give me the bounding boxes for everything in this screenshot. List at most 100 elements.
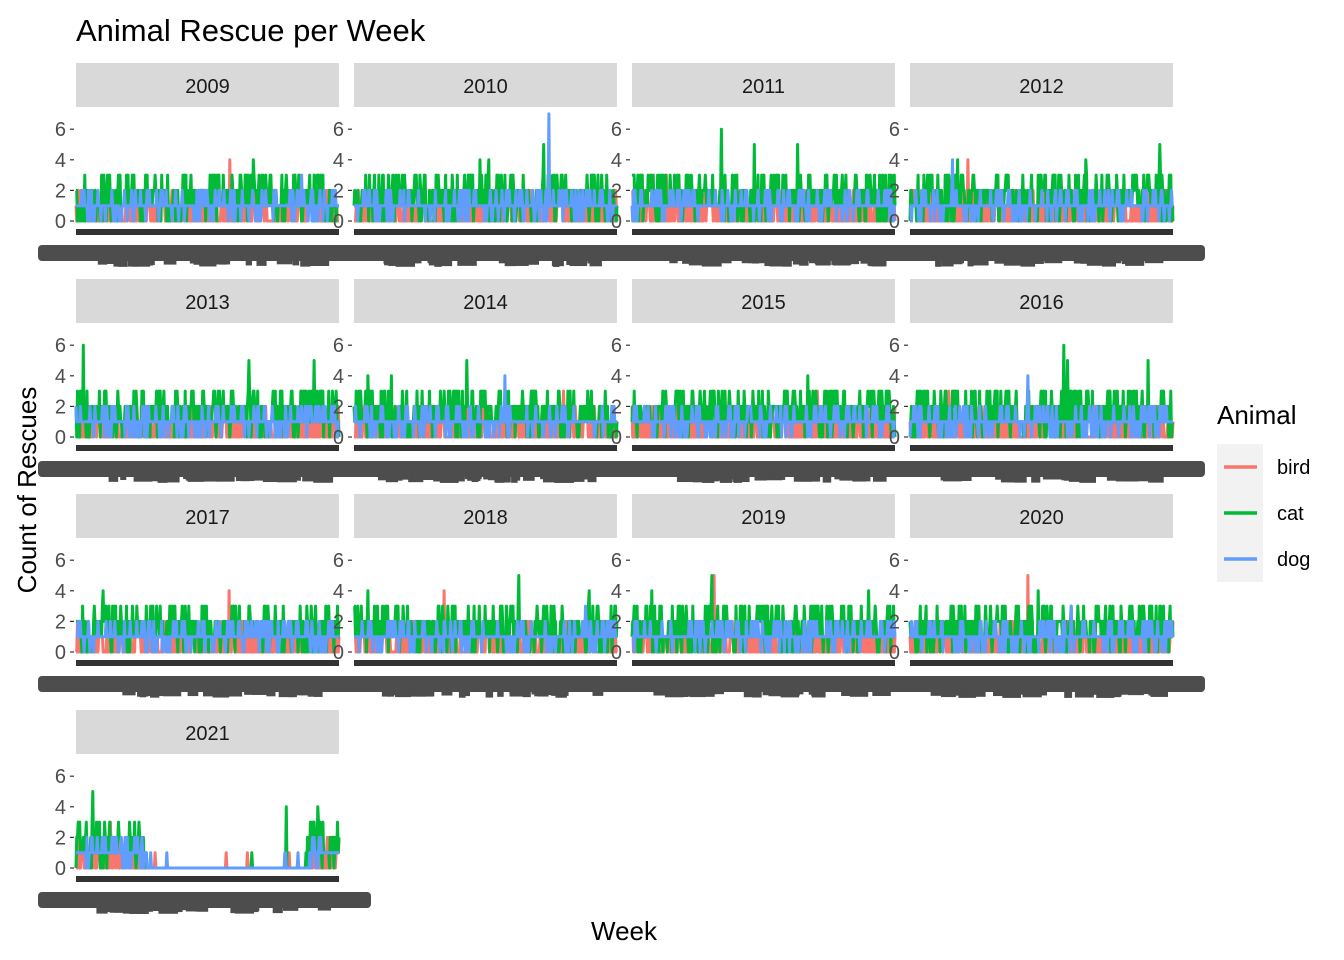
x-tick-label-fragment	[662, 691, 681, 695]
x-tick-label-fragment	[822, 476, 832, 483]
y-tick-label: 2	[55, 396, 66, 418]
x-tick-label-band	[872, 676, 1205, 692]
facet-panel-2011: 2011 0 2 4 6	[594, 63, 927, 267]
facet-label: 2010	[463, 76, 508, 98]
y-tick-label: 0	[889, 211, 900, 233]
x-tick-label-fragment	[741, 260, 751, 264]
y-tick-label: 4	[55, 366, 66, 388]
x-tick-label-fragment	[240, 476, 250, 482]
facet-panel-2014: 2014 0 2 4 6	[316, 279, 649, 483]
x-tick-label-fragment	[839, 476, 859, 481]
x-tick-label-fragment	[187, 691, 199, 697]
x-tick-label-fragment	[497, 691, 504, 697]
x-tick-label-fragment	[702, 476, 715, 483]
y-tick-label: 6	[611, 550, 622, 572]
x-tick-label-fragment	[434, 260, 442, 267]
x-tick-label-fragment	[681, 476, 698, 483]
x-tick-label-fragment	[567, 476, 585, 482]
facet-strip	[910, 279, 1173, 323]
x-tick-label-fragment	[792, 260, 805, 265]
facet-strip	[354, 279, 617, 323]
x-tick-label-fragment	[177, 907, 190, 911]
x-tick-label-fragment	[512, 476, 521, 481]
x-tick-label-fragment	[522, 691, 531, 698]
x-tick-label-fragment	[1003, 260, 1021, 266]
legend-items: bird cat dog	[1224, 457, 1310, 571]
x-tick-label-fragment	[234, 907, 255, 914]
x-tick-label-fragment	[266, 691, 276, 697]
x-tick-label-fragment	[203, 691, 216, 697]
x-tick-label-fragment	[832, 260, 851, 266]
y-tick-label: 2	[611, 396, 622, 418]
x-tick-label-fragment	[560, 691, 567, 696]
x-tick-label-fragment	[212, 476, 221, 482]
y-tick-label: 0	[333, 427, 344, 449]
x-tick-label-fragment	[852, 476, 866, 482]
facet-panel-2020: 2020 0 2 4 6	[872, 494, 1205, 698]
x-tick-label-fragment	[653, 691, 672, 696]
x-tick-label-fragment	[943, 476, 962, 482]
y-tick-label: 6	[333, 550, 344, 572]
facet-strip	[354, 494, 617, 538]
x-tick-label-fragment	[384, 260, 404, 266]
x-tick-label-fragment	[133, 476, 153, 482]
x-tick-label-fragment	[245, 260, 252, 266]
y-tick-label: 0	[333, 211, 344, 233]
x-tick-label-fragment	[485, 691, 494, 698]
x-tick-label-band	[594, 676, 927, 692]
x-tick-label-fragment	[1125, 260, 1145, 266]
facet-label: 2020	[1019, 507, 1064, 529]
y-tick-label: 4	[55, 797, 66, 819]
x-tick-label-fragment	[1150, 691, 1168, 697]
x-tick-label-fragment	[834, 476, 843, 480]
x-tick-label-fragment	[735, 476, 742, 481]
y-tick-label: 4	[889, 150, 900, 172]
x-axis-ticks	[76, 229, 339, 235]
x-axis-ticks	[632, 229, 895, 235]
series-line-dog	[909, 604, 1174, 654]
series-line-dog	[353, 374, 618, 439]
legend-label-dog: dog	[1277, 549, 1310, 571]
x-tick-label-fragment	[306, 260, 323, 267]
legend-label-bird: bird	[1277, 457, 1310, 479]
facet-label: 2009	[185, 76, 230, 98]
x-tick-label-fragment	[300, 691, 319, 696]
series-line-dog	[631, 404, 896, 439]
y-tick-label: 2	[55, 611, 66, 633]
legend: Animal bird cat dog	[1217, 400, 1310, 582]
x-tick-label-fragment	[587, 260, 596, 264]
x-tick-label-fragment	[276, 260, 293, 265]
x-tick-label-fragment	[217, 476, 234, 480]
x-tick-label-fragment	[849, 691, 869, 697]
x-tick-label-fragment	[102, 260, 116, 265]
x-tick-label-fragment	[132, 260, 151, 267]
series-line-dog	[353, 112, 618, 223]
x-tick-label-fragment	[551, 260, 564, 267]
facet-label: 2012	[1019, 76, 1064, 98]
x-tick-label-band	[594, 461, 927, 477]
x-tick-label-fragment	[163, 260, 177, 265]
x-tick-label-fragment	[754, 476, 767, 481]
x-tick-label-fragment	[503, 476, 511, 483]
legend-label-cat: cat	[1277, 503, 1304, 525]
x-tick-label-fragment	[427, 260, 446, 264]
x-tick-label-fragment	[566, 260, 580, 265]
facet-panel-2018: 2018 0 2 4 6	[316, 494, 649, 698]
x-axis-ticks	[76, 445, 339, 451]
x-tick-label-fragment	[105, 907, 119, 913]
x-tick-label-fragment	[931, 691, 943, 695]
x-tick-label-fragment	[1079, 476, 1096, 483]
facet-label: 2013	[185, 292, 230, 314]
x-tick-label-fragment	[122, 691, 136, 696]
x-tick-label-fragment	[773, 476, 780, 480]
series-line-dog	[75, 173, 340, 223]
x-tick-label-fragment	[142, 907, 161, 912]
x-tick-label-fragment	[524, 260, 539, 265]
x-tick-label-fragment	[872, 691, 891, 697]
x-tick-label-fragment	[811, 691, 826, 698]
y-tick-label: 2	[889, 396, 900, 418]
x-tick-label-fragment	[1132, 476, 1149, 482]
x-tick-label-fragment	[143, 691, 164, 697]
y-tick-label: 4	[611, 150, 622, 172]
